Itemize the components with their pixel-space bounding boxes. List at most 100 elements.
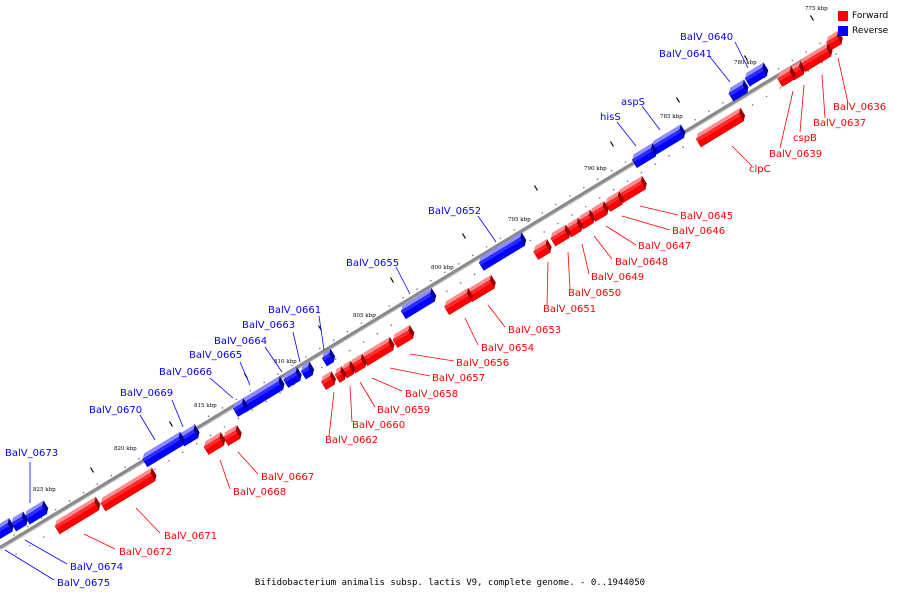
minor-tick xyxy=(444,271,446,274)
minor-tick xyxy=(402,296,404,299)
minor-tick xyxy=(221,407,224,409)
gene-hiss[interactable] xyxy=(630,142,659,168)
minor-tick xyxy=(374,313,377,316)
gene-label-cspb: cspB xyxy=(793,84,817,144)
gene-balv_0675[interactable] xyxy=(0,518,16,539)
gene-balv_0653[interactable] xyxy=(465,274,497,303)
minor-tick xyxy=(110,474,113,477)
minor-tick xyxy=(596,178,599,180)
gene-balv_0662[interactable] xyxy=(319,371,338,390)
minor-tick xyxy=(585,205,587,208)
gene-balv_0637[interactable] xyxy=(799,42,835,73)
svg-text:cspB: cspB xyxy=(793,133,817,144)
minor-tick xyxy=(360,322,363,324)
gene-balv_0663[interactable] xyxy=(299,361,316,380)
svg-text:BalV_0666: BalV_0666 xyxy=(159,367,212,378)
minor-tick xyxy=(473,273,476,276)
gene-balv_0671[interactable] xyxy=(99,467,159,512)
minor-tick xyxy=(320,366,323,369)
gene-balv_0651[interactable] xyxy=(532,239,554,260)
gene-balv_0674[interactable] xyxy=(9,511,29,532)
minor-tick xyxy=(527,220,530,223)
minor-tick xyxy=(835,53,837,55)
gene-balv_0673[interactable] xyxy=(23,500,50,525)
minor-tick xyxy=(722,101,724,104)
minor-tick xyxy=(390,324,393,326)
gene-label-balv_0640: BalV_0640 xyxy=(680,32,749,69)
gene-balv_0639[interactable] xyxy=(776,66,798,87)
gene-balv_0641[interactable] xyxy=(727,79,751,102)
svg-text:hisS: hisS xyxy=(600,112,621,123)
minor-tick xyxy=(583,186,585,189)
gene-clpc[interactable] xyxy=(694,107,747,148)
kbp-tick: 825 kbp xyxy=(33,467,95,493)
gene-label-clpc: clpC xyxy=(731,145,771,175)
kbp-tick: 790 kbp xyxy=(584,141,615,172)
gene-label-balv_0668: BalV_0668 xyxy=(219,459,286,498)
minor-tick xyxy=(571,214,573,216)
gene-label-balv_0656: BalV_0656 xyxy=(409,353,509,369)
minor-tick xyxy=(168,459,170,462)
gene-balv_0668[interactable] xyxy=(202,431,228,455)
minor-tick xyxy=(13,534,15,536)
minor-tick xyxy=(195,443,198,445)
gene-balv_0657[interactable] xyxy=(361,336,397,367)
reverse-swatch xyxy=(838,25,848,36)
gene-balv_0666[interactable] xyxy=(231,398,250,417)
gene-balv_0672[interactable] xyxy=(53,496,102,535)
gene-balv_0655[interactable] xyxy=(399,287,438,320)
gene-label-balv_0655: BalV_0655 xyxy=(346,258,411,295)
kbp-tick-label: 815 kbp xyxy=(194,403,217,409)
minor-tick xyxy=(42,536,45,538)
gene-label-balv_0663: BalV_0663 xyxy=(242,320,301,363)
minor-tick xyxy=(777,68,780,70)
kbp-tick: 795 kbp xyxy=(508,185,539,223)
minor-tick xyxy=(416,288,418,291)
gene-balv_0664[interactable] xyxy=(282,367,304,388)
gene-balv_0669[interactable] xyxy=(178,424,202,447)
svg-text:BalV_0662: BalV_0662 xyxy=(325,435,378,446)
minor-tick xyxy=(237,417,240,420)
gene-balv_0650[interactable] xyxy=(549,224,573,247)
gene-balv_0654[interactable] xyxy=(442,287,474,316)
gene-balv_0660[interactable] xyxy=(333,366,348,383)
minor-tick xyxy=(430,279,432,282)
svg-text:BalV_0658: BalV_0658 xyxy=(405,389,458,400)
gene-label-hiss: hisS xyxy=(600,112,637,147)
legend-label-reverse: Reverse xyxy=(852,25,889,36)
gene-asps[interactable] xyxy=(650,124,688,155)
minor-tick xyxy=(348,349,351,352)
gene-balv_0656[interactable] xyxy=(391,324,417,348)
minor-tick xyxy=(459,282,462,284)
minor-tick xyxy=(640,171,643,174)
minor-tick xyxy=(27,525,29,528)
gene-balv_0661[interactable] xyxy=(320,348,337,367)
gene-balv_0649[interactable] xyxy=(564,217,584,238)
gene-balv_0665[interactable] xyxy=(239,376,287,413)
svg-text:BalV_0660: BalV_0660 xyxy=(352,420,405,431)
svg-text:BalV_0645: BalV_0645 xyxy=(680,211,733,222)
gene-label-balv_0637: BalV_0637 xyxy=(813,74,866,129)
minor-tick xyxy=(279,392,281,394)
gene-balv_0667[interactable] xyxy=(222,425,244,446)
svg-text:BalV_0655: BalV_0655 xyxy=(346,258,399,269)
minor-tick xyxy=(708,110,710,113)
kbp-tick: 775 kbp xyxy=(805,6,828,21)
gene-label-balv_0651: BalV_0651 xyxy=(543,261,596,315)
gene-label-balv_0671: BalV_0671 xyxy=(135,507,217,542)
gene-label-balv_0660: BalV_0660 xyxy=(349,385,405,431)
minor-tick xyxy=(513,229,516,231)
svg-text:BalV_0640: BalV_0640 xyxy=(680,32,733,43)
svg-text:BalV_0674: BalV_0674 xyxy=(70,562,123,573)
gene-label-balv_0636: BalV_0636 xyxy=(833,57,886,113)
minor-tick xyxy=(612,188,615,191)
gene-balv_0646[interactable] xyxy=(604,191,626,212)
gene-label-balv_0664: BalV_0664 xyxy=(214,336,283,373)
gene-label-balv_0672: BalV_0672 xyxy=(83,533,172,558)
gene-balv_0652[interactable] xyxy=(477,232,528,271)
svg-text:BalV_0650: BalV_0650 xyxy=(568,288,621,299)
minor-tick xyxy=(805,51,808,53)
gene-balv_0640[interactable] xyxy=(743,62,770,87)
gene-label-balv_0646: BalV_0646 xyxy=(621,215,725,237)
gene-balv_0670[interactable] xyxy=(141,431,187,468)
